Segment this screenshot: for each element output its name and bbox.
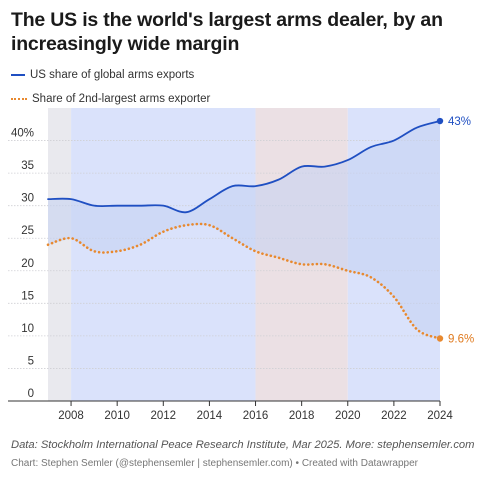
y-tick-label-5: 5 — [28, 355, 34, 367]
series-line-1 — [46, 222, 442, 340]
x-tick-label-2020: 2020 — [335, 410, 361, 422]
x-tick-label-2010: 2010 — [104, 410, 130, 422]
credit-note: Chart: Stephen Semler (@stephensemler | … — [11, 458, 418, 469]
x-tick-label-2014: 2014 — [197, 410, 223, 422]
y-tick-label-10: 10 — [21, 323, 34, 335]
shaded-period-1 — [71, 108, 256, 401]
axis: 0 5 10 15 20 25 30 35 40% 2008 2010 2012 2014 2016 201… — [8, 128, 453, 422]
shaded-period-0 — [48, 108, 72, 401]
end-label-1: 9.6% — [448, 333, 474, 345]
series-line-0 — [47, 120, 441, 214]
x-tick-label-2024: 2024 — [427, 410, 453, 422]
y-tick-label-25: 25 — [21, 225, 34, 237]
series-lines: 43% 9.6% — [46, 116, 474, 345]
gap-fill — [48, 121, 440, 339]
legend-item-us: US share of global arms exports — [11, 69, 194, 81]
gap-area — [48, 121, 440, 339]
legend-solid-line-icon — [11, 74, 25, 76]
y-tick-label-0: 0 — [28, 388, 34, 400]
legend-dotted-line-icon — [11, 98, 27, 100]
x-tick-label-2012: 2012 — [150, 410, 176, 422]
end-marker-0 — [436, 117, 444, 125]
legend-label-second: Share of 2nd-largest arms exporter — [32, 93, 211, 105]
end-marker-1 — [436, 335, 444, 342]
x-tick-label-2018: 2018 — [289, 410, 315, 422]
legend-item-second: Share of 2nd-largest arms exporter — [11, 93, 210, 105]
source-note: Data: Stockholm International Peace Rese… — [11, 439, 475, 451]
y-tick-label-40: 40% — [11, 128, 34, 140]
chart-title: The US is the world's largest arms deale… — [11, 9, 443, 55]
x-tick-label-2022: 2022 — [381, 410, 407, 422]
y-tick-label-35: 35 — [21, 160, 34, 172]
y-tick-label-20: 20 — [21, 258, 34, 270]
y-tick-label-15: 15 — [21, 290, 34, 302]
y-tick-label-30: 30 — [21, 193, 34, 205]
x-tick-label-2008: 2008 — [58, 410, 84, 422]
legend-label-us: US share of global arms exports — [30, 69, 195, 81]
x-tick-label-2016: 2016 — [243, 410, 269, 422]
end-label-0: 43% — [448, 116, 471, 128]
